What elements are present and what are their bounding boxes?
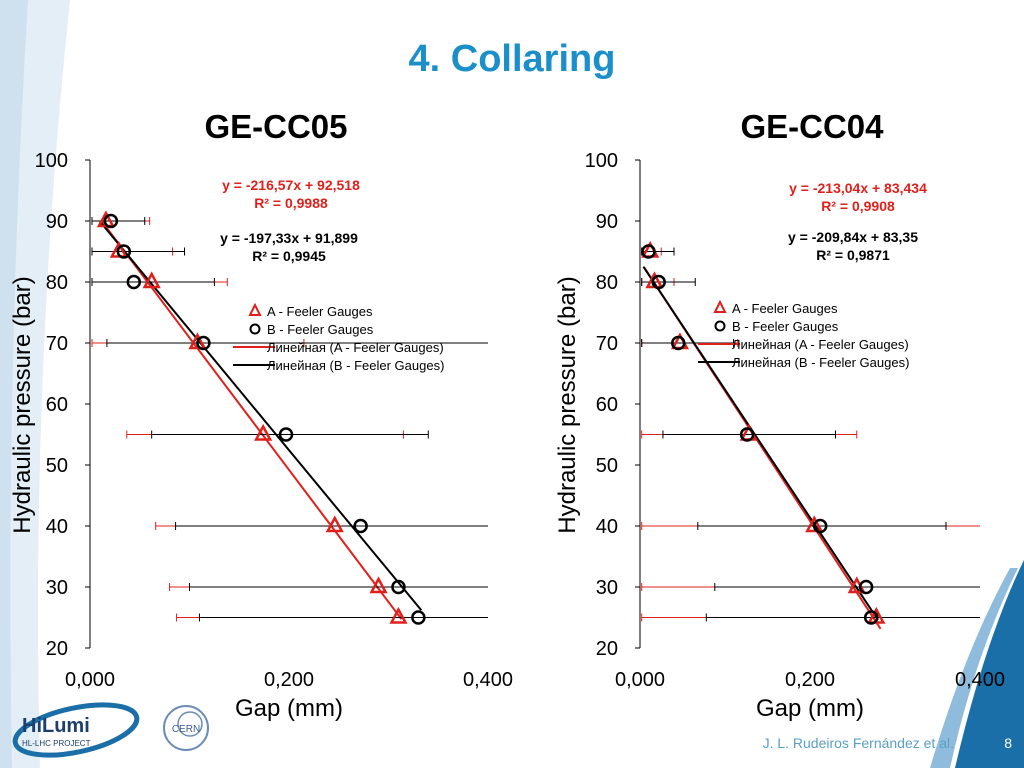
point-b (739, 427, 755, 442)
footer-author: J. L. Rudeiros Fernández et al. (762, 735, 954, 751)
point-a (188, 332, 207, 350)
y-tick-label: 50 (46, 455, 68, 477)
x-tick-label: 0,400 (955, 669, 1005, 691)
point-b (196, 335, 211, 351)
equation-a: y = -213,04x + 83,434 (789, 180, 927, 196)
y-tick-label: 40 (46, 516, 68, 538)
point-b (353, 518, 368, 534)
point-a (254, 423, 273, 441)
legend-label: Линейная (B - Feeler Gauges) (732, 355, 909, 370)
legend-label: A - Feeler Gauges (732, 301, 838, 316)
hilumi-logo: HiLumi HL-LHC PROJECT (12, 702, 140, 758)
x-axis-label: Gap (mm) (756, 695, 864, 722)
y-tick-label: 90 (46, 211, 68, 233)
y-tick-label: 80 (46, 272, 68, 294)
point-b (812, 518, 828, 534)
point-a (389, 606, 408, 624)
fit-line-b (642, 266, 879, 621)
point-a (369, 576, 388, 594)
point-b (641, 244, 656, 259)
x-tick-label: 0,200 (785, 669, 835, 691)
y-tick-label: 40 (596, 516, 618, 538)
legend-marker-b (249, 323, 261, 335)
slide-title: 4. Collaring (408, 38, 616, 80)
legend-label: B - Feeler Gauges (732, 319, 839, 334)
chart-title-right: GE-CC04 (740, 108, 884, 145)
cern-logo: CERN (163, 705, 209, 751)
r2-b: R² = 0,9945 (252, 248, 326, 264)
legend-marker-b (714, 320, 726, 332)
x-tick-label: 0,400 (463, 669, 513, 691)
r2-a: R² = 0,9988 (254, 195, 328, 211)
cern-logo-ring (163, 705, 209, 751)
y-tick-label: 20 (596, 638, 618, 660)
point-a (805, 515, 824, 533)
legend-label: Линейная (A - Feeler Gauges) (732, 337, 909, 352)
right-corner-band (955, 560, 1024, 768)
point-a (325, 515, 344, 533)
hilumi-logo-ring (12, 702, 140, 758)
equation-a: y = -216,57x + 92,518 (222, 177, 360, 193)
point-b (126, 274, 142, 290)
hilumi-logo-text: HiLumi (22, 715, 90, 737)
point-b (391, 579, 406, 595)
point-a (142, 271, 161, 289)
y-tick-label: 80 (596, 272, 618, 294)
chart-title-left: GE-CC05 (204, 108, 348, 145)
point-b (411, 610, 426, 625)
equation-b: y = -209,84x + 83,35 (788, 229, 918, 245)
point-b (103, 213, 119, 229)
x-tick-label: 0,200 (264, 669, 314, 691)
y-tick-label: 30 (596, 577, 618, 599)
y-tick-label: 90 (596, 211, 618, 233)
y-tick-label: 30 (46, 577, 68, 599)
y-axis-label: Hydraulic pressure (bar) (9, 276, 36, 533)
r2-b: R² = 0,9871 (816, 247, 890, 263)
y-tick-label: 60 (596, 394, 618, 416)
legend-label: Линейная (B - Feeler Gauges) (267, 358, 444, 373)
x-tick-label: 0,000 (615, 669, 665, 691)
legend-marker-a (713, 299, 727, 313)
legend-label: B - Feeler Gauges (267, 322, 374, 337)
y-tick-label: 70 (596, 333, 618, 355)
y-tick-label: 70 (46, 333, 68, 355)
hilumi-logo-subtext: HL-LHC PROJECT (22, 739, 91, 748)
point-b (278, 427, 294, 442)
left-swoosh-light (0, 0, 28, 768)
legend-marker-a (248, 302, 262, 316)
x-tick-label: 0,000 (65, 669, 115, 691)
page-number: 8 (1004, 735, 1012, 751)
r2-a: R² = 0,9908 (821, 198, 895, 214)
right-corner-band-light (930, 568, 1018, 768)
y-tick-label: 50 (596, 455, 618, 477)
equation-b: y = -197,33x + 91,899 (220, 230, 358, 246)
legend-label: Линейная (A - Feeler Gauges) (267, 340, 444, 355)
point-b (863, 610, 879, 625)
point-b (858, 579, 874, 595)
y-axis-label: Hydraulic pressure (bar) (554, 276, 581, 533)
y-tick-label: 100 (585, 150, 618, 172)
point-b (116, 244, 132, 259)
point-b (671, 335, 686, 351)
y-tick-label: 100 (35, 150, 68, 172)
y-tick-label: 20 (46, 638, 68, 660)
y-tick-label: 60 (46, 394, 68, 416)
cern-logo-text: CERN (172, 724, 200, 735)
x-axis-label: Gap (mm) (235, 695, 343, 722)
point-b (651, 274, 666, 290)
legend-label: A - Feeler Gauges (267, 304, 373, 319)
cern-logo-inner (177, 711, 203, 737)
